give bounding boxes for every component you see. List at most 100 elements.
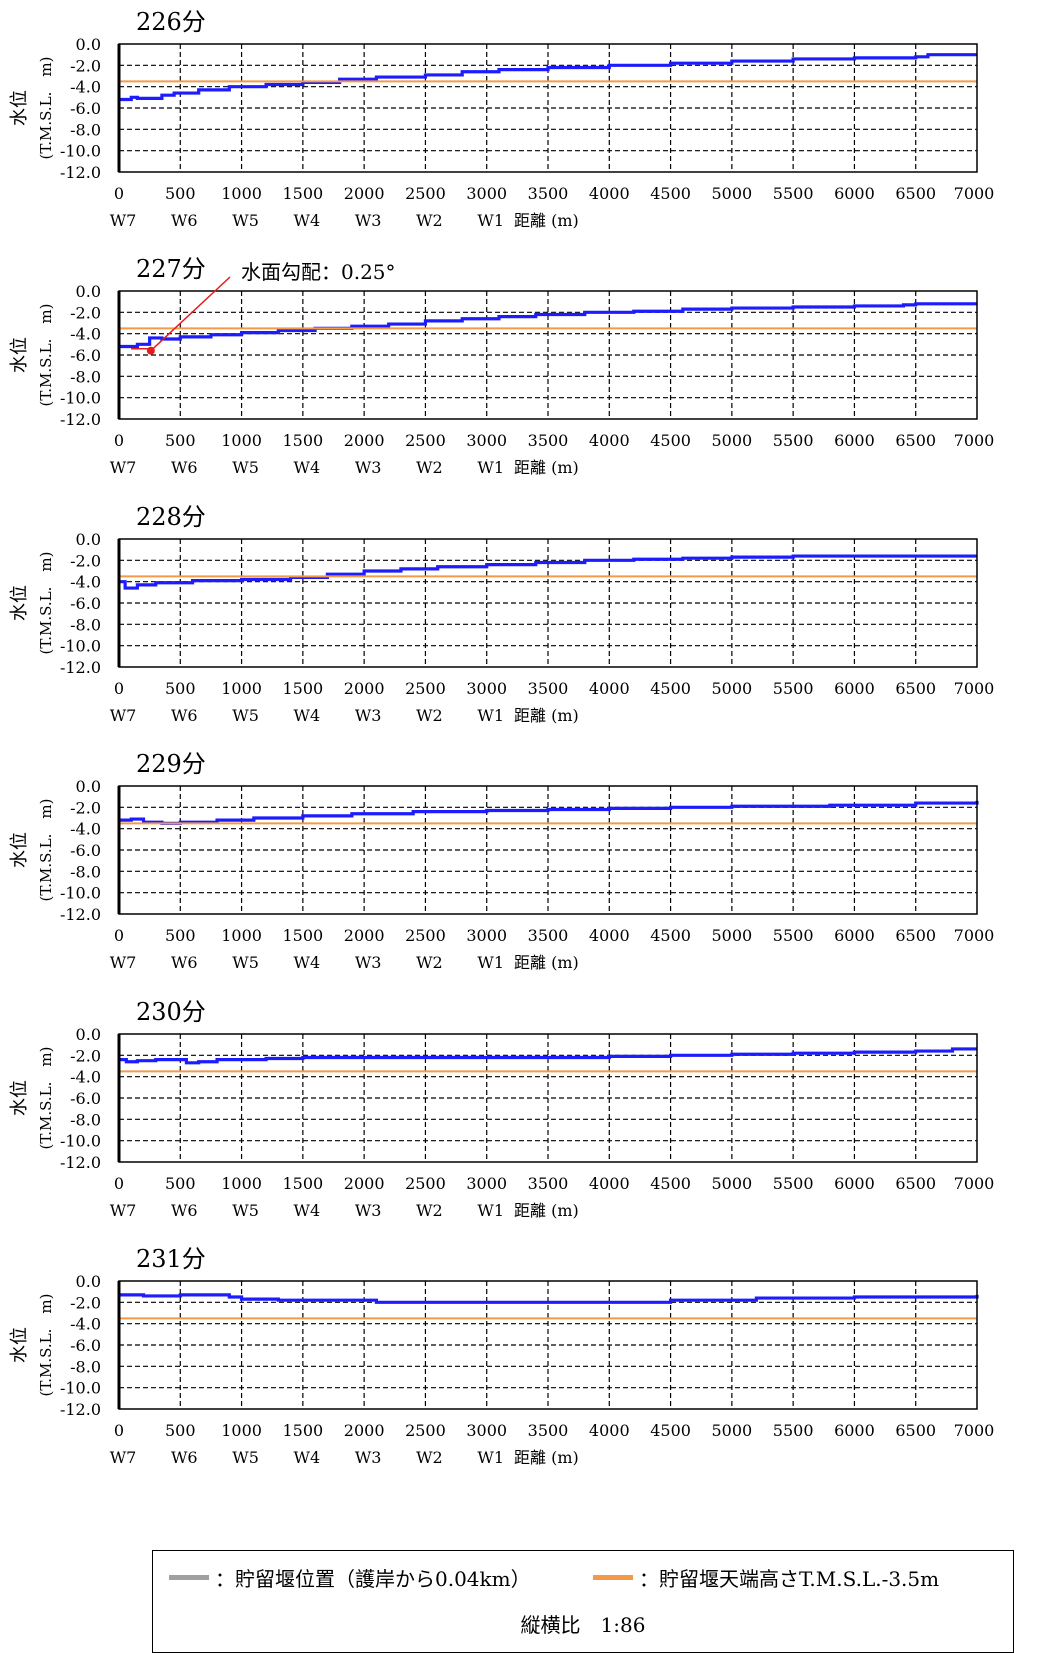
y-tick-label: -12.0 — [60, 163, 101, 182]
x-tick-label: 4500 — [650, 184, 691, 203]
y-tick-label: 0.0 — [76, 35, 101, 54]
station-label: W6 — [171, 706, 198, 725]
chart-title: 227分 — [136, 255, 206, 283]
y-tick-label: -12.0 — [60, 905, 101, 924]
x-tick-label: 2000 — [344, 184, 385, 203]
legend-row: ：貯留堰位置（護岸から0.04km） ：貯留堰天端高さT.M.S.L.-3.5m — [153, 1563, 1013, 1597]
x-tick-label: 7000 — [954, 431, 995, 450]
y-tick-label: 0.0 — [76, 282, 101, 301]
x-tick-label: 4000 — [589, 184, 630, 203]
x-tick-label: 1500 — [282, 1421, 323, 1440]
x-tick-label: 3500 — [528, 1174, 569, 1193]
y-axis-unit-label: (T.M.S.L. m) — [37, 304, 55, 407]
x-tick-label: 2500 — [405, 184, 446, 203]
aspect-ratio-label: 縦横比 1:86 — [520, 1613, 646, 1637]
station-label: W7 — [110, 1448, 137, 1467]
station-label: W6 — [171, 953, 198, 972]
y-axis-unit-label: (T.M.S.L. m) — [37, 799, 55, 902]
x-tick-label: 6500 — [895, 184, 936, 203]
legend-item-weir-position: ：貯留堰位置（護岸から0.04km） — [169, 1563, 531, 1592]
station-label: W1 — [477, 953, 504, 972]
y-axis-label: 水位 — [9, 585, 30, 621]
x-tick-label: 2000 — [344, 679, 385, 698]
annotation-point — [146, 346, 155, 355]
x-tick-label: 6500 — [895, 1174, 936, 1193]
x-axis-label: 距離 (m) — [514, 1448, 579, 1467]
annotation-leader-line — [150, 276, 231, 352]
x-tick-label: 500 — [165, 1174, 196, 1193]
x-tick-label: 2000 — [344, 926, 385, 945]
chart-title: 226分 — [136, 8, 206, 36]
x-axis-label: 距離 (m) — [514, 458, 579, 477]
x-tick-label: 7000 — [954, 926, 995, 945]
x-tick-label: 0 — [114, 1174, 124, 1193]
y-tick-label: -4.0 — [70, 1068, 101, 1087]
x-tick-label: 6000 — [834, 679, 875, 698]
x-tick-label: 6500 — [895, 679, 936, 698]
y-tick-label: 0.0 — [76, 1272, 101, 1291]
station-label: W5 — [232, 706, 259, 725]
y-axis-label: 水位 — [9, 832, 30, 868]
y-tick-label: 0.0 — [76, 530, 101, 549]
y-axis-unit-label: (T.M.S.L. m) — [37, 1294, 55, 1397]
y-axis-label: 水位 — [9, 1080, 30, 1116]
station-label: W3 — [355, 1448, 382, 1467]
station-label: W1 — [477, 1448, 504, 1467]
x-tick-label: 1500 — [282, 679, 323, 698]
x-tick-label: 500 — [165, 1421, 196, 1440]
station-label: W7 — [110, 706, 137, 725]
water-level-line — [119, 1293, 979, 1304]
x-axis-label: 距離 (m) — [514, 211, 579, 230]
legend-swatch-gray — [169, 1575, 209, 1580]
station-label: W2 — [416, 706, 443, 725]
x-tick-label: 1500 — [282, 431, 323, 450]
x-tick-label: 6500 — [895, 431, 936, 450]
station-label: W4 — [294, 211, 321, 230]
station-label: W3 — [355, 1201, 382, 1220]
x-tick-label: 1000 — [221, 431, 262, 450]
y-tick-label: -12.0 — [60, 410, 101, 429]
station-label: W5 — [232, 211, 259, 230]
x-tick-label: 500 — [165, 184, 196, 203]
x-axis-label: 距離 (m) — [514, 1201, 579, 1220]
legend-swatch-orange — [593, 1575, 633, 1580]
x-tick-label: 4000 — [589, 1174, 630, 1193]
x-tick-label: 2000 — [344, 431, 385, 450]
x-tick-label: 1000 — [221, 184, 262, 203]
x-tick-label: 5000 — [711, 926, 752, 945]
x-tick-label: 3000 — [466, 1174, 507, 1193]
x-tick-label: 7000 — [954, 1421, 995, 1440]
y-tick-label: -8.0 — [70, 367, 101, 386]
y-axis-label: 水位 — [9, 90, 30, 126]
station-label: W6 — [171, 1448, 198, 1467]
x-tick-label: 5000 — [711, 431, 752, 450]
x-tick-label: 3000 — [466, 1421, 507, 1440]
chart-title: 231分 — [136, 1245, 206, 1273]
y-tick-label: -8.0 — [70, 1357, 101, 1376]
y-tick-label: -6.0 — [70, 346, 101, 365]
station-label: W4 — [294, 458, 321, 477]
legend-label-weir-position: ：貯留堰位置（護岸から0.04km） — [215, 1567, 531, 1591]
chart-title: 228分 — [136, 503, 206, 531]
x-tick-label: 3500 — [528, 431, 569, 450]
y-tick-label: -10.0 — [60, 884, 101, 903]
y-tick-label: -4.0 — [70, 78, 101, 97]
y-tick-label: 0.0 — [76, 777, 101, 796]
y-axis-label: 水位 — [9, 1327, 30, 1363]
y-tick-label: -10.0 — [60, 389, 101, 408]
x-axis-label: 距離 (m) — [514, 953, 579, 972]
station-label: W2 — [416, 211, 443, 230]
x-tick-label: 0 — [114, 184, 124, 203]
station-label: W7 — [110, 211, 137, 230]
y-axis-unit-label: (T.M.S.L. m) — [37, 57, 55, 160]
y-tick-label: -8.0 — [70, 862, 101, 881]
x-tick-label: 3500 — [528, 679, 569, 698]
x-tick-label: 0 — [114, 431, 124, 450]
x-tick-label: 3000 — [466, 926, 507, 945]
station-label: W5 — [232, 953, 259, 972]
y-tick-label: -2.0 — [70, 1293, 101, 1312]
x-tick-label: 5000 — [711, 1174, 752, 1193]
x-tick-label: 5500 — [773, 1421, 814, 1440]
y-tick-label: -6.0 — [70, 1089, 101, 1108]
